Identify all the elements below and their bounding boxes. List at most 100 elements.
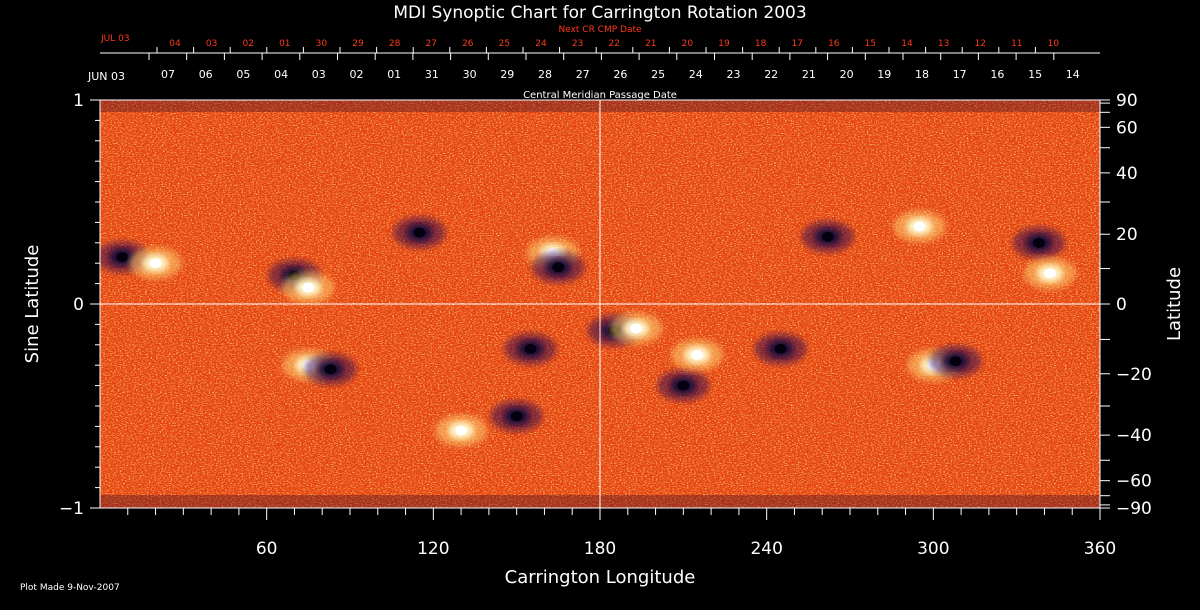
- next-cr-date-label: 30: [316, 39, 328, 49]
- cmp-start-label: JUN 03: [87, 70, 125, 83]
- next-cr-date-label: 01: [279, 39, 290, 49]
- y-right-tick-label: 20: [1116, 225, 1138, 245]
- cmp-date-label: 26: [613, 68, 627, 81]
- y-right-tick-label: 90: [1116, 91, 1138, 111]
- y-right-tick-label: 0: [1116, 295, 1127, 315]
- active-regions: [100, 210, 1076, 447]
- next-cr-date-label: 28: [389, 39, 401, 49]
- negative-polarity-region: [1012, 226, 1065, 259]
- next-cr-start-label: JUL 03: [100, 34, 130, 44]
- cmp-date-ticks: 07 06 05 04 03 02 01 31 30 29 28 27 26 25 24 23 22 21 20 19…: [148, 53, 1080, 81]
- cmp-date-label: 06: [199, 68, 213, 81]
- x-tick-label: 240: [750, 539, 782, 559]
- y-right-tick-label: −40: [1116, 426, 1152, 446]
- cmp-date-label: 30: [463, 68, 477, 81]
- cmp-date-label: 03: [312, 68, 326, 81]
- negative-polarity-region: [504, 332, 557, 365]
- cmp-date-label: 17: [953, 68, 967, 81]
- positive-polarity-region: [282, 271, 335, 304]
- cmp-date-label: 07: [161, 68, 175, 81]
- negative-polarity-region: [304, 353, 357, 386]
- x-tick-label: 60: [256, 539, 278, 559]
- y-right-axis-ticks: 90 60 40 20 0 −20 −40 −60 −90: [1100, 91, 1152, 519]
- y-right-tick-label: −90: [1116, 499, 1152, 519]
- region-center: [510, 411, 523, 422]
- cmp-date-label: 20: [840, 68, 854, 81]
- y-left-tick-label: −1: [59, 499, 84, 519]
- negative-polarity-region: [801, 220, 854, 253]
- cmp-date-label: 27: [576, 68, 590, 81]
- next-cr-date-label: 26: [462, 39, 474, 49]
- next-cr-date-label: 10: [1048, 39, 1060, 49]
- region-center: [630, 323, 643, 334]
- next-cr-date-label: 25: [499, 39, 510, 49]
- region-center: [774, 343, 787, 354]
- cmp-date-label: 21: [802, 68, 816, 81]
- y-right-tick-label: 60: [1116, 118, 1138, 138]
- y-right-tick-label: −60: [1116, 472, 1152, 492]
- positive-polarity-region: [129, 247, 182, 280]
- plot-made-footer: Plot Made 9-Nov-2007: [20, 583, 120, 593]
- next-cr-date-label: 12: [974, 39, 985, 49]
- cmp-date-label: 04: [274, 68, 288, 81]
- negative-polarity-region: [657, 369, 710, 402]
- cmp-date-label: 01: [387, 68, 401, 81]
- region-center: [1032, 237, 1045, 248]
- y-left-tick-label: 0: [73, 295, 84, 315]
- negative-polarity-region: [490, 400, 543, 433]
- y-right-axis-label: Latitude: [1164, 267, 1185, 341]
- region-center: [691, 350, 704, 360]
- region-center: [149, 258, 162, 269]
- cmp-date-label: 31: [425, 68, 439, 81]
- cmp-date-label: 05: [236, 68, 250, 81]
- cmp-date-label: 28: [538, 68, 552, 81]
- next-cr-date-label: 20: [682, 39, 694, 49]
- next-cr-date-label: 15: [865, 39, 876, 49]
- x-axis-ticks: 60 120 180 240 300 360: [127, 508, 1116, 559]
- chart-title: MDI Synoptic Chart for Carrington Rotati…: [393, 3, 806, 23]
- cmp-date-label: 29: [500, 68, 514, 81]
- x-tick-label: 360: [1084, 539, 1116, 559]
- next-cr-date-ticks: 04 03 02 01 30 29 28 27 26 25 24 23 22 21 20 19 18 17 16 15…: [156, 39, 1060, 53]
- y-left-axis-ticks: 1 0 −1: [59, 91, 100, 519]
- next-cr-date-label: 16: [828, 39, 840, 49]
- next-cr-date-label: 27: [425, 39, 436, 49]
- cmp-date-label: 02: [350, 68, 364, 81]
- region-center: [455, 425, 468, 436]
- region-center: [524, 343, 537, 354]
- cmp-date-label: 18: [915, 68, 929, 81]
- next-cr-date-label: 17: [791, 39, 802, 49]
- region-center: [302, 282, 315, 293]
- region-center: [116, 252, 129, 263]
- next-cr-date-label: 11: [1011, 39, 1022, 49]
- x-tick-label: 120: [417, 539, 449, 559]
- region-center: [1044, 268, 1056, 279]
- next-cr-date-label: 24: [535, 39, 547, 49]
- positive-polarity-region: [671, 339, 724, 371]
- region-center: [821, 231, 834, 242]
- cmp-date-label: 15: [1028, 68, 1042, 81]
- negative-polarity-region: [754, 332, 807, 365]
- cmp-date-label: 22: [764, 68, 778, 81]
- region-center: [413, 227, 426, 238]
- region-center: [949, 356, 962, 367]
- x-tick-label: 300: [917, 539, 949, 559]
- negative-polarity-region: [393, 216, 446, 249]
- next-cr-date-label: 18: [755, 39, 767, 49]
- y-left-tick-label: 1: [73, 91, 84, 111]
- region-center: [677, 380, 690, 391]
- next-cr-date-label: 03: [206, 39, 217, 49]
- region-center: [913, 221, 926, 232]
- next-cr-date-label: 22: [608, 39, 619, 49]
- region-center: [324, 364, 337, 375]
- next-cr-date-label: 04: [169, 39, 181, 49]
- region-center: [552, 262, 565, 273]
- negative-polarity-region: [532, 251, 585, 284]
- positive-polarity-region: [610, 312, 663, 345]
- x-axis-label: Carrington Longitude: [505, 567, 696, 588]
- next-cr-date-label: 29: [352, 39, 364, 49]
- cmp-date-label: 25: [651, 68, 665, 81]
- y-right-tick-label: 40: [1116, 164, 1138, 184]
- positive-polarity-region: [1024, 257, 1076, 290]
- cmp-date-label: 14: [1066, 68, 1080, 81]
